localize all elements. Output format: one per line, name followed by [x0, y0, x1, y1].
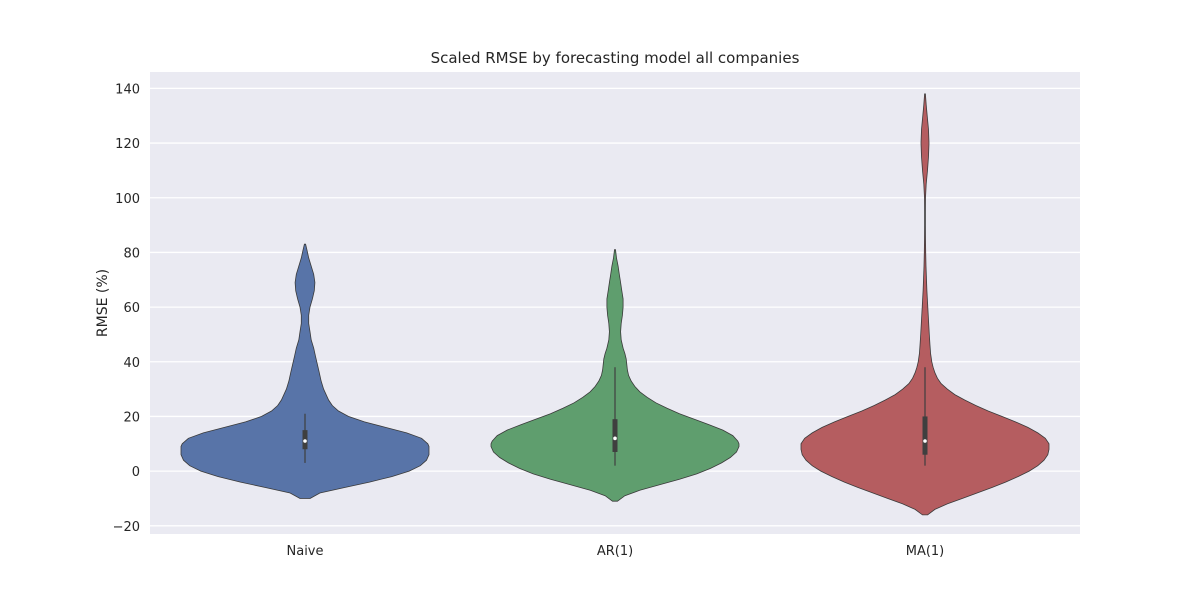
violin-1 — [180, 243, 430, 499]
x-tick-label: MA(1) — [906, 544, 945, 559]
y-tick-label: 120 — [115, 137, 140, 152]
median-marker-2 — [613, 436, 617, 441]
y-tick-label: 40 — [123, 356, 140, 371]
median-marker-3 — [923, 439, 927, 443]
y-tick-label: 60 — [123, 301, 140, 316]
y-tick-label: −20 — [113, 520, 140, 535]
iqr-box-3 — [922, 416, 928, 455]
median-marker-1 — [303, 439, 307, 443]
x-tick-label: AR(1) — [597, 544, 633, 559]
y-axis-label: RMSE (%) — [95, 269, 111, 337]
y-tick-label: 140 — [115, 82, 140, 97]
violin-3 — [800, 93, 1050, 516]
y-tick-labels: −20 0 20 40 60 80 100 120 140 — [113, 82, 140, 534]
y-tick-label: 80 — [123, 246, 140, 261]
violins — [180, 93, 1050, 516]
y-tick-label: 20 — [123, 410, 140, 425]
x-tick-labels: Naive AR(1) MA(1) — [287, 544, 945, 559]
y-tick-label: 100 — [115, 192, 140, 207]
y-tick-label: 0 — [132, 465, 140, 480]
chart-title: Scaled RMSE by forecasting model all com… — [431, 49, 800, 67]
x-tick-label: Naive — [287, 544, 324, 559]
iqr-box-2 — [612, 419, 618, 452]
